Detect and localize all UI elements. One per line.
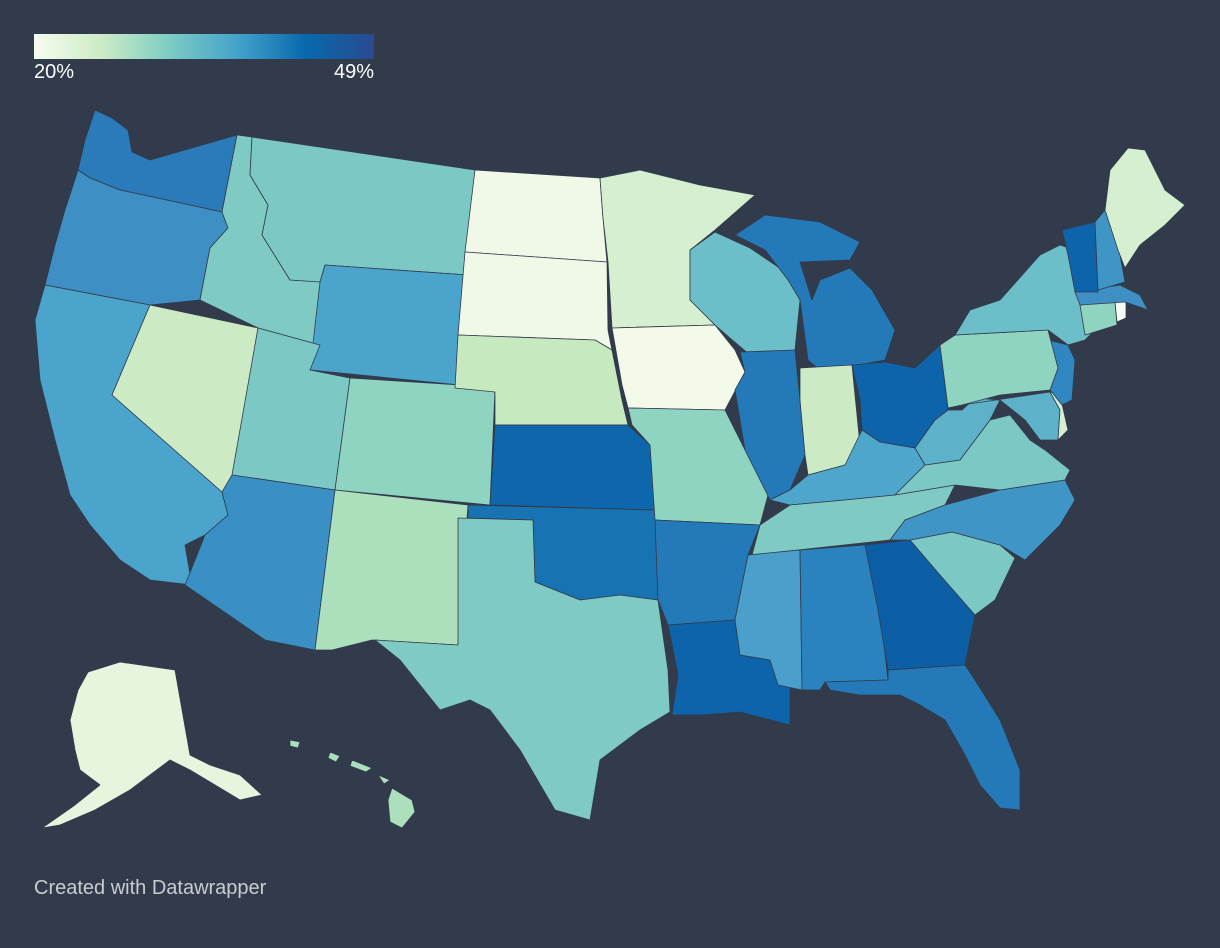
- state-iowa[interactable]: [611, 324, 746, 411]
- state-maine[interactable]: [1104, 147, 1186, 269]
- state-florida[interactable]: [824, 664, 1021, 811]
- color-legend: 20% 49%: [34, 34, 374, 85]
- state-north-carolina[interactable]: [889, 479, 1076, 561]
- state-kansas[interactable]: [489, 424, 656, 511]
- state-vermont[interactable]: [1061, 221, 1099, 293]
- state-rhode-island[interactable]: [1114, 301, 1127, 323]
- state-texas[interactable]: [374, 517, 671, 821]
- state-michigan[interactable]: [734, 214, 896, 373]
- credit-text: Created with Datawrapper: [34, 877, 267, 899]
- state-new-hampshire[interactable]: [1094, 209, 1126, 291]
- state-colorado[interactable]: [334, 377, 496, 506]
- state-south-dakota[interactable]: [457, 251, 613, 351]
- state-tennessee[interactable]: [751, 484, 956, 556]
- state-north-dakota[interactable]: [464, 169, 608, 263]
- state-alaska[interactable]: [41, 661, 263, 829]
- state-wyoming[interactable]: [309, 264, 469, 386]
- state-connecticut[interactable]: [1079, 301, 1118, 336]
- state-montana[interactable]: [249, 136, 476, 283]
- legend-gradient-bar: [34, 34, 374, 59]
- state-new-mexico[interactable]: [314, 489, 469, 651]
- legend-max-label: 49%: [333, 61, 374, 83]
- legend-min-label: 20%: [34, 61, 75, 83]
- state-hawaii[interactable]: [289, 739, 416, 829]
